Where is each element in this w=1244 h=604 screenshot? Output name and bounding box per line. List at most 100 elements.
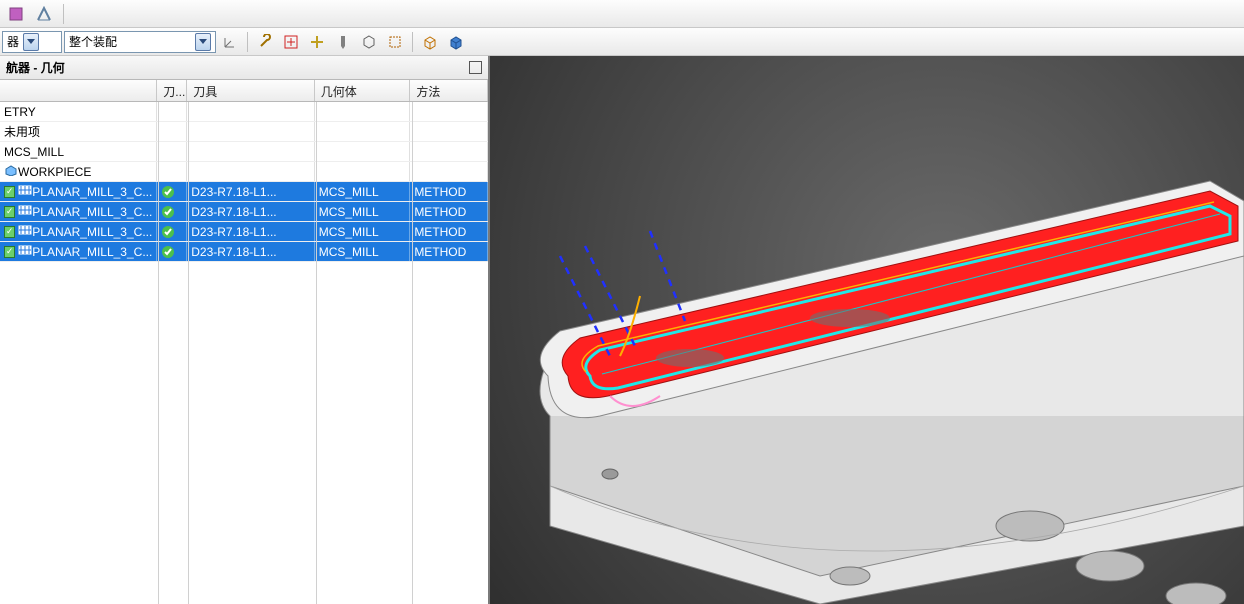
cell-status — [157, 242, 187, 261]
col-method[interactable]: 方法 — [410, 80, 488, 101]
col-status[interactable]: 刀... — [157, 80, 187, 101]
cell-geometry — [315, 142, 411, 161]
table-row[interactable]: ✓ PLANAR_MILL_3_C...D23-R7.18-L1...MCS_M… — [0, 242, 488, 262]
row-name-text: 未用项 — [4, 123, 40, 140]
cell-method — [410, 162, 488, 181]
cube-icon[interactable] — [444, 30, 468, 54]
row-name-text: PLANAR_MILL_3_C... — [32, 185, 152, 199]
table-row[interactable]: ✓ PLANAR_MILL_3_C... D23-R7.18-L1...MCS_M… — [0, 222, 488, 242]
cell-name: ✓ PLANAR_MILL_3_C... — [0, 182, 157, 201]
table-row[interactable]: MCS_MILL — [0, 142, 488, 162]
status-ok-icon: ✓ — [4, 226, 15, 238]
wcs2-icon[interactable] — [218, 30, 242, 54]
table-row[interactable]: ✓ PLANAR_MILL_3_C... D23-R7.18-L1...MCS_M… — [0, 182, 488, 202]
chevron-down-icon — [195, 33, 211, 51]
cell-geometry: MCS_MILL — [315, 182, 411, 201]
panel-title: 航器 - 几何 — [6, 59, 65, 76]
planar-mill-icon — [18, 224, 32, 239]
filter-type-combo[interactable]: 器 — [2, 31, 62, 53]
check-icon — [161, 245, 175, 259]
row-name-text: PLANAR_MILL_3_C... — [32, 225, 152, 239]
status-ok-icon: ✓ — [4, 206, 15, 218]
3d-viewport[interactable] — [490, 56, 1244, 604]
cell-method: METHOD — [410, 202, 488, 221]
col-geo[interactable]: 几何体 — [315, 80, 411, 101]
cell-geometry — [315, 102, 411, 121]
cell-tool — [187, 162, 314, 181]
toolbar-separator — [412, 32, 413, 52]
cell-name: ✓ PLANAR_MILL_3_C... — [0, 202, 157, 221]
table-row[interactable]: WORKPIECE — [0, 162, 488, 182]
table-row[interactable]: ETRY — [0, 102, 488, 122]
cell-method — [410, 142, 488, 161]
check-icon — [161, 205, 175, 219]
toolbar-row-1 — [0, 0, 1244, 28]
table-header: 刀... 刀具 几何体 方法 — [0, 80, 488, 102]
table-row[interactable]: 未用项 — [0, 122, 488, 142]
toolbar-separator — [247, 32, 248, 52]
cell-method: METHOD — [410, 222, 488, 241]
add-op-red-icon[interactable] — [279, 30, 303, 54]
cell-tool: D23-R7.18-L1... — [187, 222, 314, 241]
cell-tool: D23-R7.18-L1... — [187, 182, 314, 201]
row-name-text: PLANAR_MILL_3_C... — [32, 205, 152, 219]
cell-status — [157, 162, 187, 181]
row-name-text: MCS_MILL — [4, 145, 64, 159]
table-body: ETRY 未用项 MCS_MILL WORKPIECE✓ PLANAR_MILL… — [0, 102, 488, 604]
row-name-text: ETRY — [4, 105, 36, 119]
table-row[interactable]: ✓ PLANAR_MILL_3_C...D23-R7.18-L1...MCS_M… — [0, 202, 488, 222]
cell-method — [410, 122, 488, 141]
row-name-text: PLANAR_MILL_3_C... — [32, 245, 152, 259]
panel-maximize-icon[interactable] — [469, 61, 482, 74]
cell-name: ✓ PLANAR_MILL_3_C... — [0, 242, 157, 261]
rect-select-icon[interactable] — [383, 30, 407, 54]
cell-method — [410, 102, 488, 121]
cell-status — [157, 222, 187, 241]
col-name[interactable] — [0, 80, 157, 101]
status-ok-icon: ✓ — [4, 186, 15, 198]
panel-header: 航器 - 几何 — [0, 56, 488, 80]
cell-tool — [187, 102, 314, 121]
cell-tool — [187, 142, 314, 161]
chevron-down-icon — [23, 33, 39, 51]
cell-geometry: MCS_MILL — [315, 242, 411, 261]
main-split: 航器 - 几何 刀... 刀具 几何体 方法 ETRY 未用项 MCS_MILL… — [0, 56, 1244, 604]
row-name-text: WORKPIECE — [18, 165, 91, 179]
check-icon — [161, 185, 175, 199]
tool-icon[interactable] — [331, 30, 355, 54]
planar-mill-icon — [18, 204, 32, 219]
cell-geometry — [315, 122, 411, 141]
box-icon[interactable] — [418, 30, 442, 54]
model-scene — [490, 56, 1244, 604]
check-icon — [161, 225, 175, 239]
cell-method: METHOD — [410, 242, 488, 261]
cell-name: MCS_MILL — [0, 142, 157, 161]
planar-mill-icon — [18, 244, 32, 259]
cell-name: WORKPIECE — [0, 162, 157, 181]
cell-status — [157, 102, 187, 121]
toolbar-row-2: 器 整个装配 — [0, 28, 1244, 56]
wrench-icon[interactable] — [253, 30, 277, 54]
cell-status — [157, 122, 187, 141]
wcs-icon[interactable] — [32, 2, 56, 26]
col-divider — [316, 102, 317, 604]
cell-method: METHOD — [410, 182, 488, 201]
col-divider — [158, 102, 159, 604]
status-ok-icon: ✓ — [4, 246, 15, 258]
hex-icon[interactable] — [357, 30, 381, 54]
col-tool[interactable]: 刀具 — [187, 80, 314, 101]
filter-type-value: 器 — [7, 33, 19, 50]
cell-geometry: MCS_MILL — [315, 222, 411, 241]
add-op-icon[interactable] — [305, 30, 329, 54]
operation-navigator-panel: 航器 - 几何 刀... 刀具 几何体 方法 ETRY 未用项 MCS_MILL… — [0, 56, 490, 604]
cell-tool — [187, 122, 314, 141]
cell-geometry: MCS_MILL — [315, 202, 411, 221]
cell-name: ✓ PLANAR_MILL_3_C... — [0, 222, 157, 241]
toolbar-separator — [63, 4, 64, 24]
cell-status — [157, 182, 187, 201]
cell-status — [157, 202, 187, 221]
planar-mill-icon — [18, 184, 32, 199]
assembly-scope-combo[interactable]: 整个装配 — [64, 31, 216, 53]
workpiece-icon — [4, 164, 18, 179]
filter-icon[interactable] — [4, 2, 28, 26]
